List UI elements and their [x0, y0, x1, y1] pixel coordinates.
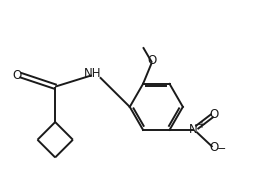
Text: NH: NH: [84, 67, 102, 80]
Text: O: O: [12, 69, 21, 82]
Text: −: −: [217, 144, 226, 154]
Text: O: O: [147, 54, 157, 67]
Text: O: O: [210, 141, 219, 154]
Text: N: N: [189, 123, 198, 136]
Text: +: +: [197, 120, 205, 130]
Text: O: O: [210, 108, 219, 121]
